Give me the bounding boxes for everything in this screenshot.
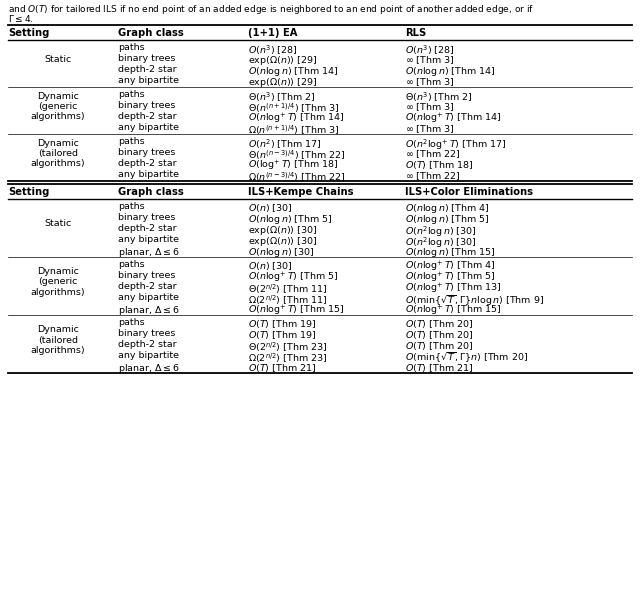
Text: paths: paths	[118, 43, 145, 52]
Text: $O(n^3)$ [28]: $O(n^3)$ [28]	[248, 43, 298, 57]
Text: $O(n\log n)$ [Thm 4]: $O(n\log n)$ [Thm 4]	[405, 202, 490, 215]
Text: depth-2 star: depth-2 star	[118, 340, 177, 349]
Text: $O(\log^+ T)$ [Thm 18]: $O(\log^+ T)$ [Thm 18]	[248, 159, 339, 173]
Text: $\exp(\Omega(n))$ [30]: $\exp(\Omega(n))$ [30]	[248, 224, 317, 237]
Text: Dynamic
(generic
algorithms): Dynamic (generic algorithms)	[31, 91, 85, 122]
Text: Graph class: Graph class	[118, 28, 184, 38]
Text: $\infty$ [Thm 3]: $\infty$ [Thm 3]	[405, 76, 454, 88]
Text: binary trees: binary trees	[118, 213, 175, 222]
Text: $O(n^3)$ [28]: $O(n^3)$ [28]	[405, 43, 454, 57]
Text: $\infty$ [Thm 3]: $\infty$ [Thm 3]	[405, 54, 454, 66]
Text: any bipartite: any bipartite	[118, 76, 179, 85]
Text: $\infty$ [Thm 3]: $\infty$ [Thm 3]	[405, 123, 454, 135]
Text: depth-2 star: depth-2 star	[118, 282, 177, 291]
Text: $O(n\log^+ T)$ [Thm 5]: $O(n\log^+ T)$ [Thm 5]	[405, 271, 495, 285]
Text: $O(T)$ [Thm 19]: $O(T)$ [Thm 19]	[248, 329, 317, 341]
Text: paths: paths	[118, 137, 145, 146]
Text: $O(\min\{\sqrt{T},\Gamma\}n\log n)$ [Thm 9]: $O(\min\{\sqrt{T},\Gamma\}n\log n)$ [Thm…	[405, 293, 544, 307]
Text: Setting: Setting	[8, 187, 49, 197]
Text: paths: paths	[118, 90, 145, 99]
Text: $O(n^2\log^+ T)$ [Thm 17]: $O(n^2\log^+ T)$ [Thm 17]	[405, 137, 506, 152]
Text: depth-2 star: depth-2 star	[118, 112, 177, 121]
Text: Static: Static	[44, 220, 72, 229]
Text: $O(n^2\log n)$ [30]: $O(n^2\log n)$ [30]	[405, 224, 477, 238]
Text: $O(n\log^+ T)$ [Thm 4]: $O(n\log^+ T)$ [Thm 4]	[405, 260, 495, 274]
Text: $O(n\log^+ T)$ [Thm 14]: $O(n\log^+ T)$ [Thm 14]	[248, 112, 344, 126]
Text: Dynamic
(tailored
algorithms): Dynamic (tailored algorithms)	[31, 325, 85, 355]
Text: $O(n\log^+ T)$ [Thm 13]: $O(n\log^+ T)$ [Thm 13]	[405, 282, 502, 296]
Text: depth-2 star: depth-2 star	[118, 65, 177, 74]
Text: any bipartite: any bipartite	[118, 351, 179, 360]
Text: paths: paths	[118, 260, 145, 269]
Text: and $O(T)$ for tailored ILS if no end point of an added edge is neighbored to an: and $O(T)$ for tailored ILS if no end po…	[8, 3, 534, 16]
Text: $\Omega(2^{n/2})$ [Thm 11]: $\Omega(2^{n/2})$ [Thm 11]	[248, 293, 327, 307]
Text: $O(n\log^+ T)$ [Thm 15]: $O(n\log^+ T)$ [Thm 15]	[405, 304, 502, 318]
Text: $O(n\log^+ T)$ [Thm 5]: $O(n\log^+ T)$ [Thm 5]	[248, 271, 339, 285]
Text: $\Theta(n^3)$ [Thm 2]: $\Theta(n^3)$ [Thm 2]	[248, 90, 316, 103]
Text: any bipartite: any bipartite	[118, 293, 179, 302]
Text: $O(n^2\log n)$ [30]: $O(n^2\log n)$ [30]	[405, 235, 477, 250]
Text: $O(T)$ [Thm 21]: $O(T)$ [Thm 21]	[248, 362, 317, 374]
Text: $\infty$ [Thm 22]: $\infty$ [Thm 22]	[405, 148, 461, 160]
Text: $O(T)$ [Thm 21]: $O(T)$ [Thm 21]	[405, 362, 474, 374]
Text: $O(n\log n)$ [Thm 14]: $O(n\log n)$ [Thm 14]	[405, 65, 496, 78]
Text: $O(n)$ [30]: $O(n)$ [30]	[248, 202, 292, 214]
Text: $\exp(\Omega(n))$ [30]: $\exp(\Omega(n))$ [30]	[248, 235, 317, 248]
Text: $O(T)$ [Thm 18]: $O(T)$ [Thm 18]	[405, 159, 474, 171]
Text: $O(n)$ [30]: $O(n)$ [30]	[248, 260, 292, 272]
Text: $O(T)$ [Thm 20]: $O(T)$ [Thm 20]	[405, 340, 474, 352]
Text: Static: Static	[44, 55, 72, 64]
Text: depth-2 star: depth-2 star	[118, 159, 177, 168]
Text: $\exp(\Omega(n))$ [29]: $\exp(\Omega(n))$ [29]	[248, 76, 317, 89]
Text: $O(n^2)$ [Thm 17]: $O(n^2)$ [Thm 17]	[248, 137, 322, 151]
Text: $\Theta(n^{(n+1)/4})$ [Thm 3]: $\Theta(n^{(n+1)/4})$ [Thm 3]	[248, 101, 340, 114]
Text: $\Theta(n^{(n-3)/4})$ [Thm 22]: $\Theta(n^{(n-3)/4})$ [Thm 22]	[248, 148, 346, 162]
Text: any bipartite: any bipartite	[118, 235, 179, 244]
Text: any bipartite: any bipartite	[118, 170, 179, 179]
Text: $\Gamma \leq 4$.: $\Gamma \leq 4$.	[8, 13, 34, 24]
Text: $O(n\log^+ T)$ [Thm 14]: $O(n\log^+ T)$ [Thm 14]	[405, 112, 502, 126]
Text: RLS: RLS	[405, 28, 426, 38]
Text: Graph class: Graph class	[118, 187, 184, 197]
Text: any bipartite: any bipartite	[118, 123, 179, 132]
Text: $O(n\log n)$ [30]: $O(n\log n)$ [30]	[248, 246, 315, 259]
Text: Dynamic
(generic
algorithms): Dynamic (generic algorithms)	[31, 267, 85, 297]
Text: $O(\min\{\sqrt{T},\Gamma\}n)$ [Thm 20]: $O(\min\{\sqrt{T},\Gamma\}n)$ [Thm 20]	[405, 351, 528, 365]
Text: $\infty$ [Thm 3]: $\infty$ [Thm 3]	[405, 101, 454, 113]
Text: $\Theta(2^{n/2})$ [Thm 11]: $\Theta(2^{n/2})$ [Thm 11]	[248, 282, 328, 296]
Text: $O(n\log n)$ [Thm 14]: $O(n\log n)$ [Thm 14]	[248, 65, 339, 78]
Text: ILS+Color Eliminations: ILS+Color Eliminations	[405, 187, 533, 197]
Text: $O(n\log n)$ [Thm 5]: $O(n\log n)$ [Thm 5]	[248, 213, 333, 226]
Text: $O(T)$ [Thm 19]: $O(T)$ [Thm 19]	[248, 318, 317, 330]
Text: paths: paths	[118, 318, 145, 327]
Text: planar, $\Delta \leq 6$: planar, $\Delta \leq 6$	[118, 362, 180, 375]
Text: $\infty$ [Thm 22]: $\infty$ [Thm 22]	[405, 170, 461, 182]
Text: binary trees: binary trees	[118, 329, 175, 338]
Text: planar, $\Delta \leq 6$: planar, $\Delta \leq 6$	[118, 246, 180, 259]
Text: planar, $\Delta \leq 6$: planar, $\Delta \leq 6$	[118, 304, 180, 317]
Text: $\Omega(2^{n/2})$ [Thm 23]: $\Omega(2^{n/2})$ [Thm 23]	[248, 351, 327, 365]
Text: $O(n\log^+ T)$ [Thm 15]: $O(n\log^+ T)$ [Thm 15]	[248, 304, 344, 318]
Text: $\exp(\Omega(n))$ [29]: $\exp(\Omega(n))$ [29]	[248, 54, 317, 67]
Text: $\Theta(2^{n/2})$ [Thm 23]: $\Theta(2^{n/2})$ [Thm 23]	[248, 340, 328, 353]
Text: binary trees: binary trees	[118, 101, 175, 110]
Text: binary trees: binary trees	[118, 148, 175, 157]
Text: binary trees: binary trees	[118, 54, 175, 63]
Text: depth-2 star: depth-2 star	[118, 224, 177, 233]
Text: $\Theta(n^3)$ [Thm 2]: $\Theta(n^3)$ [Thm 2]	[405, 90, 472, 103]
Text: Setting: Setting	[8, 28, 49, 38]
Text: $O(n\log n)$ [Thm 15]: $O(n\log n)$ [Thm 15]	[405, 246, 496, 259]
Text: $\Omega(n^{(n+1)/4})$ [Thm 3]: $\Omega(n^{(n+1)/4})$ [Thm 3]	[248, 123, 339, 137]
Text: Dynamic
(tailored
algorithms): Dynamic (tailored algorithms)	[31, 139, 85, 168]
Text: $O(T)$ [Thm 20]: $O(T)$ [Thm 20]	[405, 329, 474, 341]
Text: (1+1) EA: (1+1) EA	[248, 28, 298, 38]
Text: binary trees: binary trees	[118, 271, 175, 280]
Text: $\Omega(n^{(n-3)/4})$ [Thm 22]: $\Omega(n^{(n-3)/4})$ [Thm 22]	[248, 170, 346, 183]
Text: $O(n\log n)$ [Thm 5]: $O(n\log n)$ [Thm 5]	[405, 213, 490, 226]
Text: $O(T)$ [Thm 20]: $O(T)$ [Thm 20]	[405, 318, 474, 330]
Text: ILS+Kempe Chains: ILS+Kempe Chains	[248, 187, 353, 197]
Text: paths: paths	[118, 202, 145, 211]
